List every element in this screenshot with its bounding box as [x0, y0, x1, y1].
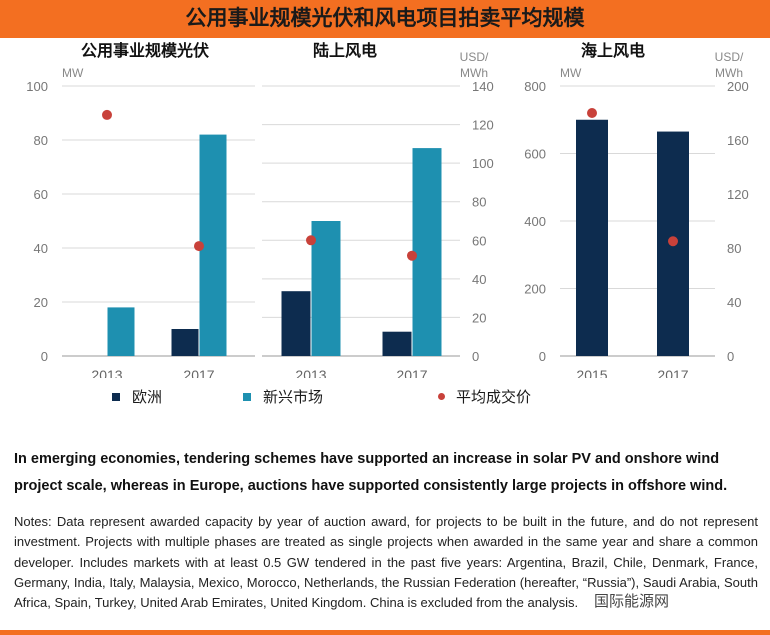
legend-price-label: 平均成交价 [456, 388, 532, 406]
bar-emerging [311, 221, 341, 356]
x-tick-label: 2013 [91, 367, 122, 378]
legend-price-marker [438, 393, 445, 400]
y2-tick-label: 20 [472, 310, 486, 325]
y2-tick-label: 200 [727, 79, 749, 94]
y2-tick-label: 120 [472, 118, 494, 133]
y2-tick-label: 60 [472, 233, 486, 248]
price-point [407, 250, 417, 261]
y-tick-label: 20 [34, 295, 48, 310]
legend-emerging-swatch [243, 392, 251, 401]
legend-europe-label: 欧洲 [132, 388, 163, 406]
bar-emerging [107, 307, 135, 356]
y-tick-label: 400 [524, 214, 546, 229]
right-unit-label: MWh [460, 66, 488, 80]
bottom-divider [0, 630, 770, 635]
y-tick-label: 0 [539, 349, 546, 364]
summary-text: In emerging economies, tendering schemes… [14, 451, 728, 494]
watermark: 国际能源网 [592, 590, 672, 611]
bar-emerging [199, 134, 227, 356]
y2-tick-label: 140 [472, 79, 494, 94]
y2-tick-label: 100 [472, 156, 494, 171]
panel-title: 海上风电 [581, 41, 645, 60]
y-tick-label: 800 [524, 79, 546, 94]
right-unit-label: USD/ [715, 50, 744, 64]
y2-tick-label: 120 [727, 187, 749, 202]
title-divider [0, 36, 770, 38]
y2-tick-label: 160 [727, 133, 749, 148]
y-tick-label: 80 [34, 133, 48, 148]
legend-price: 平均成交价 [438, 386, 531, 407]
right-unit-label: USD/ [460, 50, 489, 64]
y-tick-label: 60 [34, 187, 48, 202]
bar-europe [576, 119, 608, 356]
auction-size-charts: 公用事业规模光伏 MW 0 20 40 60 80 100 2013 2017 陆上风电 USD/MW… [26, 41, 749, 378]
price-point [102, 109, 112, 120]
y-tick-label: 0 [41, 349, 48, 364]
y-tick-label: 200 [524, 282, 546, 297]
x-tick-label: 2017 [396, 367, 427, 378]
price-point [306, 235, 316, 246]
y-tick-label: 40 [34, 241, 48, 256]
y2-tick-label: 0 [472, 349, 479, 364]
right-unit-label: MWh [715, 66, 743, 80]
page-title: 公用事业规模光伏和风电项目拍卖平均规模 [0, 0, 770, 36]
left-unit-label: MW [62, 66, 84, 80]
x-tick-label: 2013 [295, 367, 326, 378]
y-tick-label: 100 [26, 79, 48, 94]
panel-title: 公用事业规模光伏 [81, 41, 209, 60]
legend-emerging-label: 新兴市场 [263, 388, 324, 406]
notes-text: Notes: Data represent awarded capacity b… [14, 514, 758, 611]
y2-tick-label: 80 [727, 241, 741, 256]
y2-tick-label: 40 [472, 272, 486, 287]
x-tick-label: 2015 [576, 367, 607, 378]
y2-tick-label: 80 [472, 195, 486, 210]
y2-tick-label: 0 [727, 349, 734, 364]
x-tick-label: 2017 [183, 367, 214, 378]
panel-title: 陆上风电 [313, 41, 377, 60]
price-point [587, 108, 597, 118]
legend-europe: 欧洲 [112, 386, 162, 407]
left-unit-label: MW [560, 66, 582, 80]
bar-europe [382, 331, 412, 356]
bar-europe [171, 329, 199, 356]
price-point [668, 236, 678, 247]
x-tick-label: 2017 [657, 367, 688, 378]
bar-emerging [412, 148, 442, 356]
legend-europe-swatch [112, 392, 120, 401]
price-point [194, 241, 204, 252]
bar-europe [281, 291, 311, 356]
y2-tick-label: 40 [727, 295, 741, 310]
legend-emerging: 新兴市场 [243, 386, 323, 407]
y-tick-label: 600 [524, 147, 546, 162]
